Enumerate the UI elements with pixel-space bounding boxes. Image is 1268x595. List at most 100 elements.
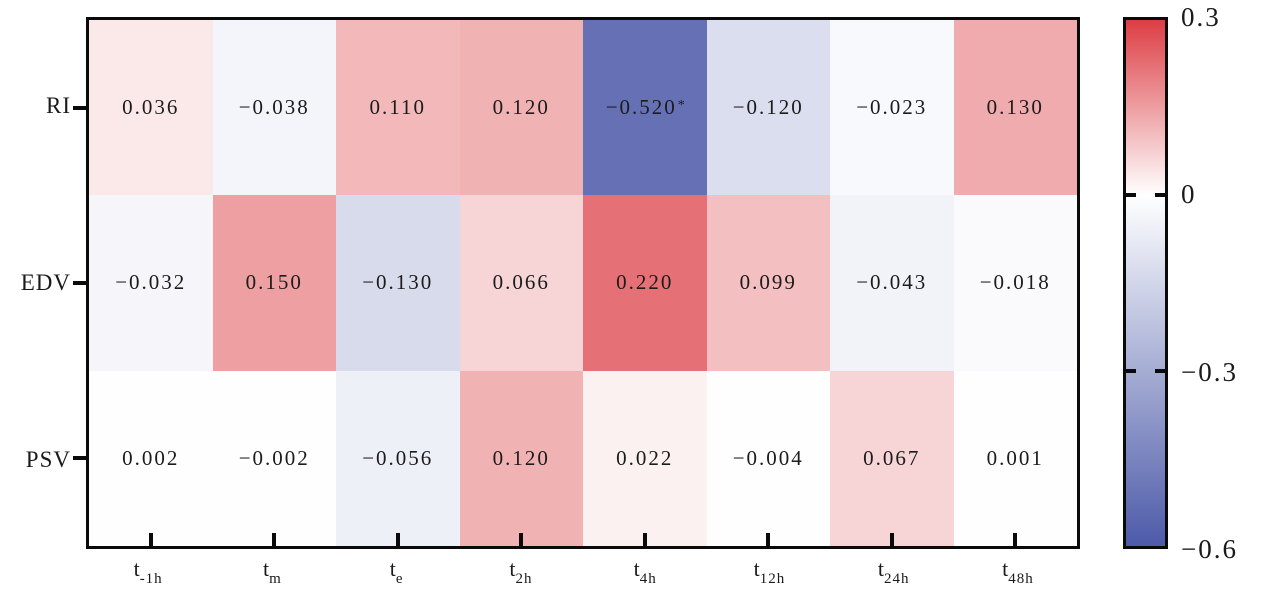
heatmap-grid: 0.036 −0.038 0.110 0.120 −0.520 * −0.120 −0.023…	[89, 20, 1077, 546]
x-label-subscript: m	[269, 571, 282, 588]
heatmap-cell: 0.130	[953, 20, 1077, 196]
cell-value: −0.038	[238, 95, 310, 120]
cell-value: 0.002	[122, 445, 180, 470]
heatmap-cell: 0.001	[953, 370, 1077, 546]
heatmap-cell: 0.067	[830, 370, 954, 546]
y-axis-label-psv: PSV	[25, 447, 71, 473]
heatmap-cell: −0.004	[706, 370, 830, 546]
cell-value: 0.130	[986, 95, 1044, 120]
cell-value: 0.099	[739, 270, 797, 295]
x-axis-tick	[395, 533, 400, 546]
x-axis-label-t24h: t24h	[832, 552, 956, 594]
cell-value: 0.220	[616, 270, 674, 295]
heatmap-cell: 0.110	[336, 20, 460, 196]
x-label-main: t	[262, 556, 270, 581]
x-axis-tick	[642, 533, 647, 546]
heatmap-cell: −0.002	[212, 370, 336, 546]
cell-value: −0.120	[732, 95, 804, 120]
heatmap-cell: −0.120	[706, 20, 830, 196]
x-axis-tick	[148, 533, 153, 546]
cell-value: −0.018	[979, 270, 1051, 295]
x-label-main: t	[877, 556, 884, 581]
heatmap-cell: 0.022	[583, 370, 707, 546]
x-label-main: t	[389, 556, 396, 581]
cell-value: −0.032	[115, 270, 187, 295]
y-axis-label-edv: EDV	[20, 269, 71, 295]
x-label-subscript: e	[395, 571, 404, 588]
colorbar-gradient	[1126, 20, 1165, 546]
cell-value: 0.066	[492, 270, 550, 295]
x-axis-tick	[889, 533, 894, 546]
cell-value: 0.036	[122, 95, 180, 120]
cell-value: 0.110	[369, 95, 426, 120]
colorbar-tick-label: 0	[1181, 179, 1197, 210]
heatmap-cell: −0.043	[830, 195, 954, 371]
cell-value: 0.120	[492, 445, 550, 470]
heatmap-cell: 0.002	[89, 370, 213, 546]
y-axis: RI EDV PSV	[0, 17, 71, 549]
x-axis-tick	[766, 533, 771, 546]
x-label-subscript: 2h	[515, 571, 533, 588]
heatmap-cell: −0.520 *	[583, 20, 707, 196]
cell-value: 0.120	[492, 95, 550, 120]
x-label-subscript: 48h	[1008, 571, 1034, 588]
y-axis-label-ri: RI	[46, 92, 71, 118]
x-label-subscript: 24h	[883, 571, 910, 588]
cell-value: −0.023	[856, 95, 928, 120]
heatmap-cell: −0.056	[336, 370, 460, 546]
x-axis-label-t4h: t4h	[583, 552, 707, 594]
heatmap-cell: −0.023	[830, 20, 954, 196]
heatmap-cell: 0.150	[212, 195, 336, 371]
heatmap-cell: 0.220	[583, 195, 707, 371]
x-axis-label-t-1h: t-1h	[86, 552, 210, 594]
heatmap-plot: 0.036 −0.038 0.110 0.120 −0.520 * −0.120 −0.023…	[73, 17, 1080, 549]
cell-value: 0.022	[616, 445, 674, 470]
x-axis-label-te: te	[335, 552, 459, 594]
x-label-subscript: -1h	[139, 571, 163, 588]
x-axis-label-t2h: t2h	[459, 552, 583, 594]
cell-value: −0.043	[856, 270, 928, 295]
colorbar-tick-label: 0.3	[1181, 2, 1221, 32]
x-axis-tick	[272, 533, 277, 546]
cell-value: −0.002	[238, 445, 310, 470]
cell-value: −0.130	[362, 270, 434, 295]
cell-value: 0.067	[863, 445, 921, 470]
x-label-subscript: 12h	[759, 571, 786, 588]
x-label-main: t	[133, 556, 140, 581]
colorbar-tick	[1126, 368, 1136, 373]
cell-value: 0.001	[986, 445, 1044, 470]
x-axis-label-tm: tm	[210, 552, 334, 594]
heatmap-cell: 0.099	[706, 195, 830, 371]
heatmap-cell: 0.120	[459, 370, 583, 546]
x-label-main: t	[509, 556, 516, 581]
x-axis: t-1h tm te t2h t4h t12h t24h t48h	[86, 552, 1080, 594]
y-axis-tick	[73, 105, 88, 110]
y-axis-tick	[73, 281, 88, 285]
significance-star: *	[677, 97, 685, 113]
colorbar-tick-label: −0.3	[1181, 356, 1238, 387]
heatmap-cell: −0.018	[953, 195, 1077, 371]
colorbar-tick	[1126, 193, 1136, 198]
cell-value: −0.520	[605, 95, 677, 120]
cell-value: −0.004	[732, 445, 804, 470]
heatmap-cell: 0.066	[459, 195, 583, 371]
heatmap-cell: 0.120	[459, 20, 583, 196]
x-axis-tick	[1013, 533, 1018, 546]
cell-value: 0.150	[245, 270, 303, 295]
x-label-main: t	[753, 556, 760, 581]
x-label-main: t	[1002, 556, 1009, 581]
heatmap-cell: −0.032	[89, 195, 213, 371]
heatmap-cell: 0.036	[89, 20, 213, 196]
x-axis-label-t48h: t48h	[956, 552, 1080, 594]
colorbar-tick	[1155, 368, 1165, 373]
x-label-main: t	[633, 556, 640, 581]
colorbar-tick	[1155, 193, 1165, 198]
x-axis-tick	[519, 533, 524, 546]
heatmap-cell: −0.130	[336, 195, 460, 371]
colorbar-tick-label: −0.6	[1181, 534, 1238, 564]
x-axis-label-t12h: t12h	[707, 552, 831, 594]
y-axis-tick	[73, 456, 88, 461]
colorbar	[1123, 17, 1168, 549]
x-label-subscript: 4h	[639, 571, 657, 588]
